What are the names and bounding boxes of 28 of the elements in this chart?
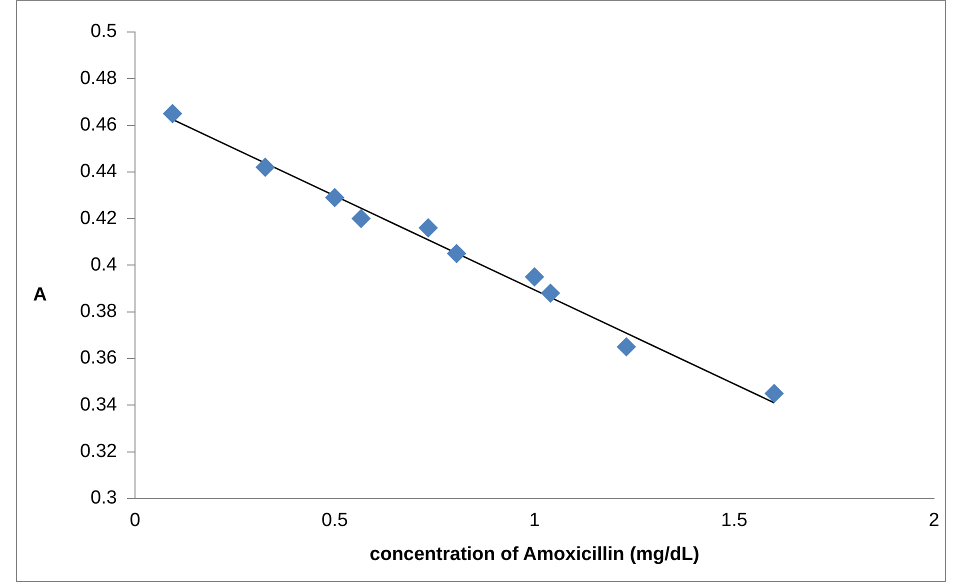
y-tick-label: 0.38 [80,301,117,322]
point [418,218,438,238]
point [163,104,182,124]
point [352,209,371,228]
y-tick-label: 0.32 [80,440,117,462]
y-tick-label: 0.46 [80,114,117,136]
y-tick-label: 0.42 [80,208,117,229]
y-tick-label: 0.48 [80,68,117,89]
x-tick-label: 1.5 [721,510,748,532]
x-tick-label: 1 [529,510,540,532]
y-tick-label: 0.36 [80,348,117,369]
x-tick-label: 2 [928,510,940,532]
y-tick-label: 0.3 [90,488,117,509]
point [764,384,784,403]
x-tick-label: 0.5 [322,510,348,532]
point [325,188,344,208]
point [540,284,560,303]
y-tick-label: 0.5 [90,21,117,42]
y-tick-label: 0.44 [80,161,118,182]
point [256,158,275,177]
x-tick-label: 0 [130,510,140,532]
y-axis-title: A [33,284,48,306]
y-tick-label: 0.34 [80,394,118,416]
y-tick-label: 0.4 [90,254,118,276]
point [447,244,466,264]
x-axis-title: concentration of Amoxicillin (mg/dL) [370,544,700,565]
point [616,337,636,356]
point [524,267,544,286]
